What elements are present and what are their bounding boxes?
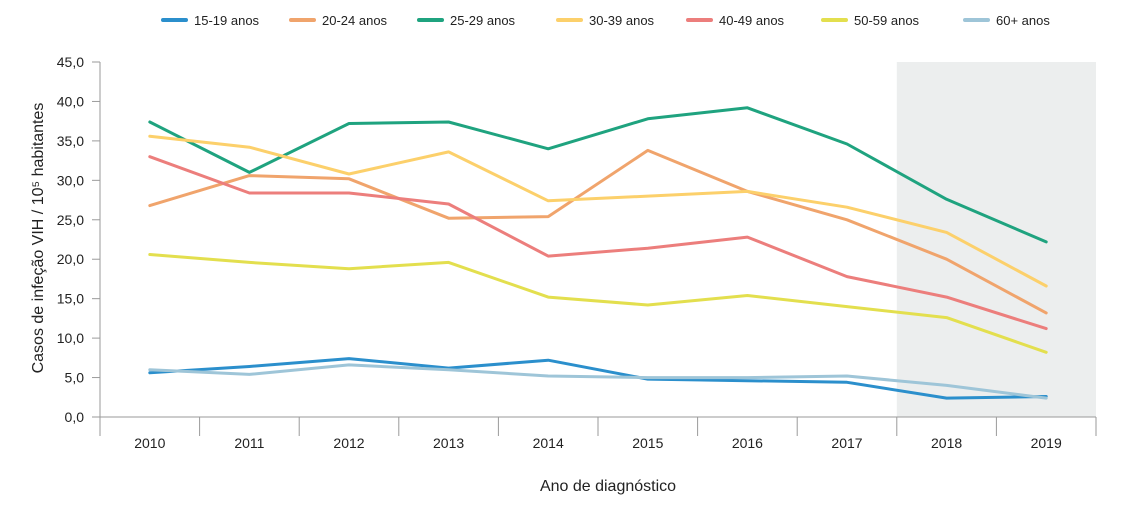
y-tick-label: 0,0: [65, 409, 85, 425]
legend-label: 20-24 anos: [322, 13, 388, 28]
legend-label: 40-49 anos: [719, 13, 785, 28]
x-tick-label: 2018: [931, 435, 962, 451]
series-line-20-24-anos: [148, 148, 1048, 315]
series-line-15-19-anos: [148, 357, 1048, 400]
x-tick-label: 2012: [333, 435, 364, 451]
x-tick-label: 2015: [632, 435, 663, 451]
series-line-50-59-anos: [148, 253, 1048, 354]
series-lines: [148, 106, 1048, 400]
series-line-25-29-anos: [148, 106, 1048, 244]
y-tick-label: 40,0: [57, 93, 84, 109]
y-tick-label: 25,0: [57, 212, 84, 228]
x-tick-label: 2019: [1031, 435, 1062, 451]
legend: 15-19 anos 20-24 anos 25-29 anos 30-39 anos…: [161, 13, 1050, 28]
series-line-40-49-anos: [148, 155, 1048, 331]
legend-label: 30-39 anos: [589, 13, 655, 28]
x-tick-label: 2014: [533, 435, 564, 451]
shaded-region: [896, 62, 1096, 417]
y-tick-label: 35,0: [57, 133, 84, 149]
x-tick-label: 2016: [732, 435, 763, 451]
y-tick-label: 5,0: [65, 370, 85, 386]
legend-label: 50-59 anos: [854, 13, 920, 28]
legend-label: 60+ anos: [996, 13, 1050, 28]
series-line-30-39-anos: [148, 134, 1048, 288]
x-tick-label: 2013: [433, 435, 464, 451]
y-tick-label: 10,0: [57, 330, 84, 346]
y-tick-label: 45,0: [57, 54, 84, 70]
x-axis-title: Ano de diagnóstico: [540, 478, 676, 495]
projection-shade-layer: [896, 62, 1096, 417]
y-tick-label: 15,0: [57, 291, 84, 307]
legend-label: 15-19 anos: [194, 13, 260, 28]
x-tick-label: 2011: [234, 435, 264, 451]
x-tick-label: 2010: [134, 435, 165, 451]
series-line-60-anos: [148, 363, 1048, 400]
axes: 0,0 5,0 10,0 15,0 20,0 25,0 30,0 35,0 40,0 45,0 20…: [57, 54, 1097, 451]
legend-label: 25-29 anos: [450, 13, 516, 28]
y-axis-title: Casos de infeção VIH / 10⁵ habitantes: [30, 103, 47, 374]
y-tick-label: 30,0: [57, 172, 84, 188]
x-tick-label: 2017: [831, 435, 862, 451]
y-tick-label: 20,0: [57, 251, 84, 267]
